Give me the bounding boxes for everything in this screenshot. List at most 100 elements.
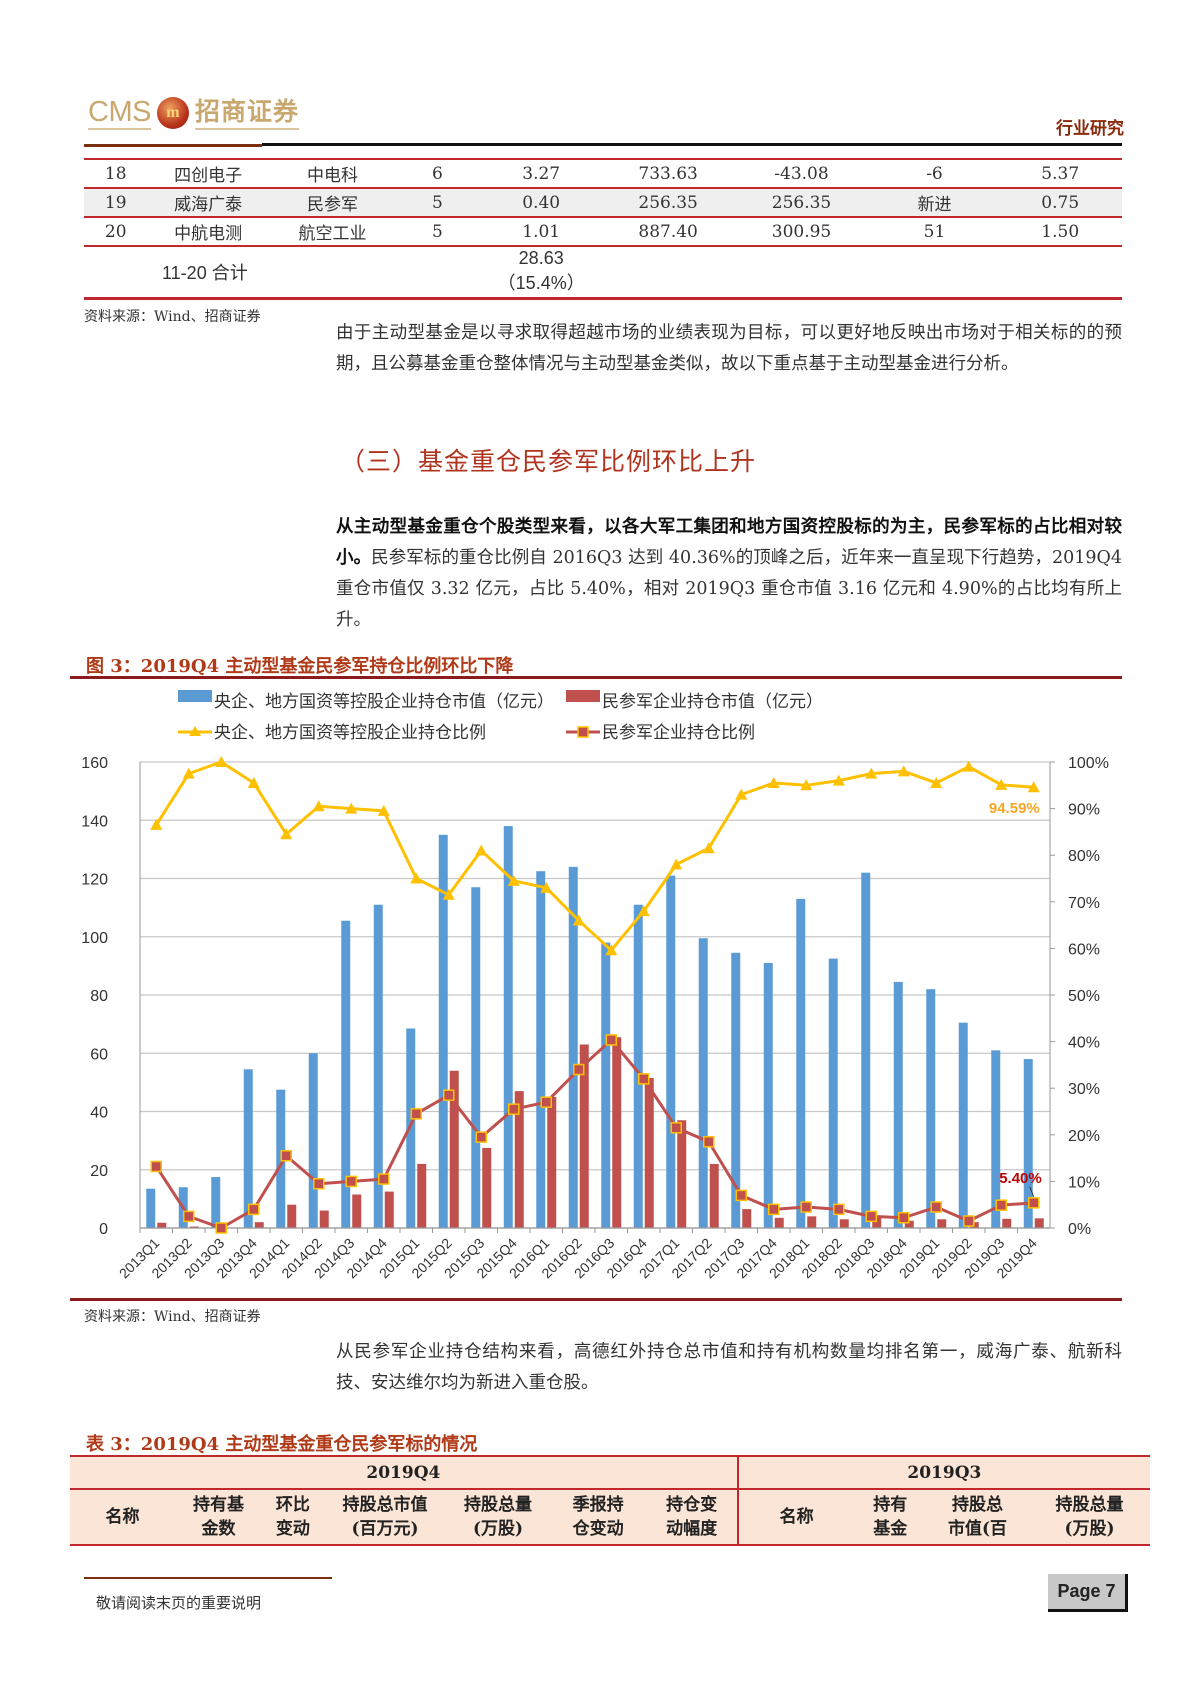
marker-square-icon: [995, 1199, 1007, 1211]
structure-paragraph: 从民参军企业持仓结构来看，高德红外持仓总市值和持有机构数量均排名第一，威海广泰、…: [336, 1342, 1122, 1393]
legend-label-soe-value: 央企、地方国资等控股企业持仓市值（亿元）: [214, 692, 554, 711]
cell-rank: 20: [84, 216, 148, 246]
header-line-2: 基金: [873, 1519, 908, 1539]
marker-square-icon: [735, 1189, 747, 1202]
marker-triangle-icon: [962, 760, 975, 772]
left-axis-tick: 20: [90, 1163, 108, 1180]
cell-value: 3.27: [478, 158, 604, 188]
left-axis-tick: 80: [90, 988, 108, 1005]
figure-top-rule: [70, 676, 1122, 679]
header-divider: [262, 143, 1122, 146]
marker-square-icon: [313, 1177, 325, 1190]
bar-civil-value: [514, 1091, 524, 1228]
bar-civil-value: [644, 1078, 654, 1228]
bar-civil-value: [709, 1163, 719, 1228]
right-axis-tick: 60%: [1068, 941, 1100, 958]
bar-civil-value: [1034, 1218, 1044, 1228]
bar-civil-value: [677, 1120, 687, 1228]
right-axis-tick: 0%: [1068, 1221, 1091, 1238]
cell-funds: 5: [396, 187, 479, 217]
marker-triangle-icon: [150, 818, 163, 830]
bar-soe-value: [633, 904, 643, 1228]
bar-civil-value: [579, 1044, 589, 1228]
right-axis-tick: 20%: [1068, 1128, 1100, 1145]
marker-triangle-icon: [735, 788, 748, 800]
marker-triangle-icon: [442, 888, 455, 900]
bar-civil-value: [157, 1222, 167, 1228]
marker-triangle-icon: [215, 756, 228, 767]
bar-civil-value: [254, 1222, 264, 1228]
column-header-q3: 名称: [736, 1489, 855, 1546]
marker-triangle-icon: [507, 874, 520, 886]
bar-civil-value: [449, 1070, 459, 1228]
right-axis-tick: 40%: [1068, 1035, 1100, 1052]
bar-soe-value: [536, 871, 546, 1228]
cell-type: 中电科: [268, 158, 397, 188]
bar-soe-value: [958, 1022, 968, 1228]
legend-swatch-soe-value: [178, 690, 212, 702]
annotation-civil-ratio: 5.40%: [999, 1170, 1042, 1187]
right-axis-tick: 50%: [1068, 988, 1100, 1005]
marker-square-icon: [963, 1215, 975, 1227]
header-line-2: (万股): [1064, 1519, 1115, 1539]
marker-triangle-icon: [832, 774, 845, 786]
bar-soe-value: [893, 981, 903, 1228]
company-logo: CMS m 招商证券: [88, 96, 299, 130]
marker-square-icon: [150, 1160, 162, 1173]
marker-square-icon: [800, 1201, 812, 1213]
cell-change: 300.95: [732, 216, 871, 246]
marker-square-icon: [1028, 1197, 1040, 1209]
marker-triangle-icon: [182, 767, 195, 779]
legend-marker-square-icon: [577, 726, 589, 738]
total-value-amount: 28.63: [518, 248, 564, 269]
legend-label-civil-value: 民参军企业持仓市值（亿元）: [602, 692, 823, 711]
table-row: 19 威海广泰 民参军 5 0.40 256.35 256.35 新进 0.75: [84, 187, 1122, 217]
bar-soe-value: [1023, 1059, 1033, 1228]
footer-rule: [84, 1577, 332, 1579]
column-header-q3: 持有 基金: [854, 1489, 926, 1546]
cell-change: -43.08: [732, 158, 871, 188]
group-header-2019q4: 2019Q4: [70, 1455, 738, 1490]
column-header-q3: 持股总量 (万股): [1029, 1489, 1150, 1546]
cell-rank: 19: [84, 187, 148, 217]
annotation-leader-line: [1029, 1186, 1035, 1198]
line-soe-ratio: [154, 760, 1034, 952]
logo-mark-icon: m: [156, 97, 189, 129]
annotation-soe-ratio: 94.59%: [989, 800, 1040, 817]
bar-soe-value: [666, 875, 676, 1228]
marker-triangle-icon: [670, 858, 683, 870]
bar-civil-value: [742, 1209, 752, 1228]
marker-triangle-icon: [377, 804, 390, 816]
cell-change: 256.35: [732, 187, 871, 217]
header-line-1: 持有基: [193, 1495, 245, 1515]
header-line-1: 环比: [275, 1495, 310, 1515]
bar-civil-value: [547, 1096, 557, 1228]
table-total-row: 11-20 合计 28.63 （15.4%）: [84, 245, 1122, 300]
cell-fund-change: 新进: [870, 187, 999, 217]
table-row: 18 四创电子 中电科 6 3.27 733.63 -43.08 -6 5.37: [84, 158, 1122, 188]
bar-civil-value: [612, 1037, 622, 1228]
bar-soe-value: [243, 1069, 253, 1228]
cell-fund-change: 51: [870, 216, 999, 246]
legend-marker-triangle-icon: [189, 726, 201, 736]
table-source-note: 资料来源：Wind、招商证券: [84, 309, 261, 325]
bar-soe-value: [763, 962, 773, 1228]
intro-paragraph: 由于主动型基金是以寻求取得超越市场的业绩表现为目标，可以更好地反映出市场对于相关…: [336, 323, 1122, 374]
bar-civil-value: [904, 1220, 914, 1228]
column-header-q4: 持股总量 (万股): [446, 1489, 550, 1546]
bar-soe-value: [211, 1177, 221, 1228]
header-line-1: 持仓变: [666, 1495, 718, 1515]
footer-disclaimer-note: 敬请阅读末页的重要说明: [96, 1594, 262, 1612]
legend-label-soe-ratio: 央企、地方国资等控股企业持仓比例: [214, 723, 486, 742]
cell-rank: 18: [84, 158, 148, 188]
total-value-share: （15.4%）: [497, 273, 585, 294]
column-header-q4: 持股总市值 (百万元): [323, 1489, 447, 1546]
cell-pct: 0.75: [998, 187, 1122, 217]
marker-square-icon: [475, 1131, 487, 1143]
bar-civil-value: [189, 1226, 199, 1228]
column-header-q4: 环比 变动: [262, 1489, 324, 1546]
header-line-1: 持股总量: [464, 1495, 532, 1515]
marker-triangle-icon: [345, 802, 358, 814]
analysis-paragraph: 从主动型基金重仓个股类型来看，以各大军工集团和地方国资控股标的为主，民参军标的占…: [336, 512, 1122, 636]
line-civil-ratio: [154, 1038, 1034, 1230]
